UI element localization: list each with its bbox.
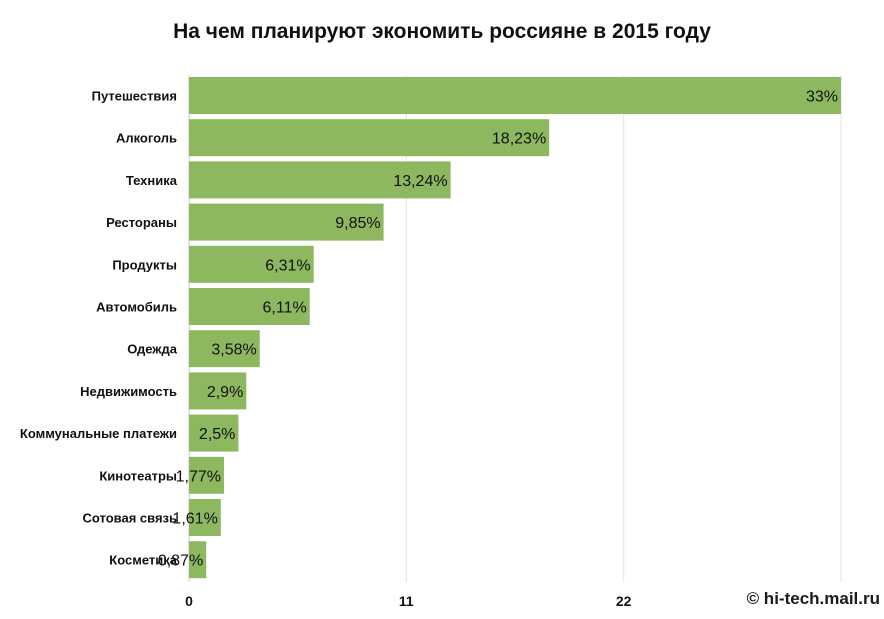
bar: [189, 372, 247, 410]
bar: [189, 288, 310, 325]
watermark: © hi-tech.mail.ru: [746, 589, 880, 608]
category-label: Одежда: [127, 342, 178, 357]
gridlines: [188, 75, 842, 582]
data-label: 18,23%: [492, 131, 546, 148]
category-label: Продукты: [112, 257, 177, 272]
data-label: 3,58%: [211, 342, 256, 359]
category-label: Рестораны: [106, 215, 177, 230]
bar: [189, 414, 239, 452]
chart-title: На чем планируют экономить россияне в 20…: [173, 20, 711, 43]
category-label: Коммунальные платежи: [20, 426, 177, 441]
data-label: 9,85%: [335, 215, 380, 232]
bars: 33% 18,23% 13,24% 9,85% 6,31% 6,11% 3,58% 2,9% 2…: [158, 77, 841, 579]
bar: [189, 77, 841, 114]
category-label: Недвижимость: [80, 384, 177, 399]
x-tick-label: 22: [616, 593, 632, 609]
category-label: Техника: [126, 173, 178, 188]
bar: [189, 456, 224, 494]
bar: [189, 119, 550, 157]
bar: [189, 541, 207, 579]
category-label: Сотовая связь: [83, 511, 177, 526]
data-label: 6,31%: [265, 257, 310, 274]
data-label: 0,87%: [158, 553, 203, 570]
bar: [189, 161, 451, 199]
bar: [189, 330, 260, 368]
category-label: Кинотеатры: [99, 468, 177, 483]
data-label: 2,5%: [199, 426, 235, 443]
category-label: Алкоголь: [116, 131, 177, 146]
category-label: Путешествия: [92, 89, 177, 104]
data-label: 13,24%: [393, 173, 447, 190]
bar: [189, 245, 314, 283]
x-axis-ticks: 0 11 22: [185, 593, 632, 609]
data-label: 2,9%: [207, 384, 243, 401]
x-tick-label: 11: [399, 593, 414, 609]
category-label: Автомобиль: [96, 300, 177, 315]
data-label: 1,77%: [176, 468, 221, 485]
data-label: 33%: [806, 89, 838, 106]
bar: [189, 499, 221, 536]
bar: [189, 203, 384, 241]
data-label: 1,61%: [172, 511, 217, 528]
category-labels: Путешествия Алкоголь Техника Рестораны Проду…: [20, 89, 178, 568]
x-tick-label: 0: [185, 593, 193, 609]
category-label: Косметика: [109, 553, 177, 568]
data-label: 6,11%: [263, 300, 307, 317]
